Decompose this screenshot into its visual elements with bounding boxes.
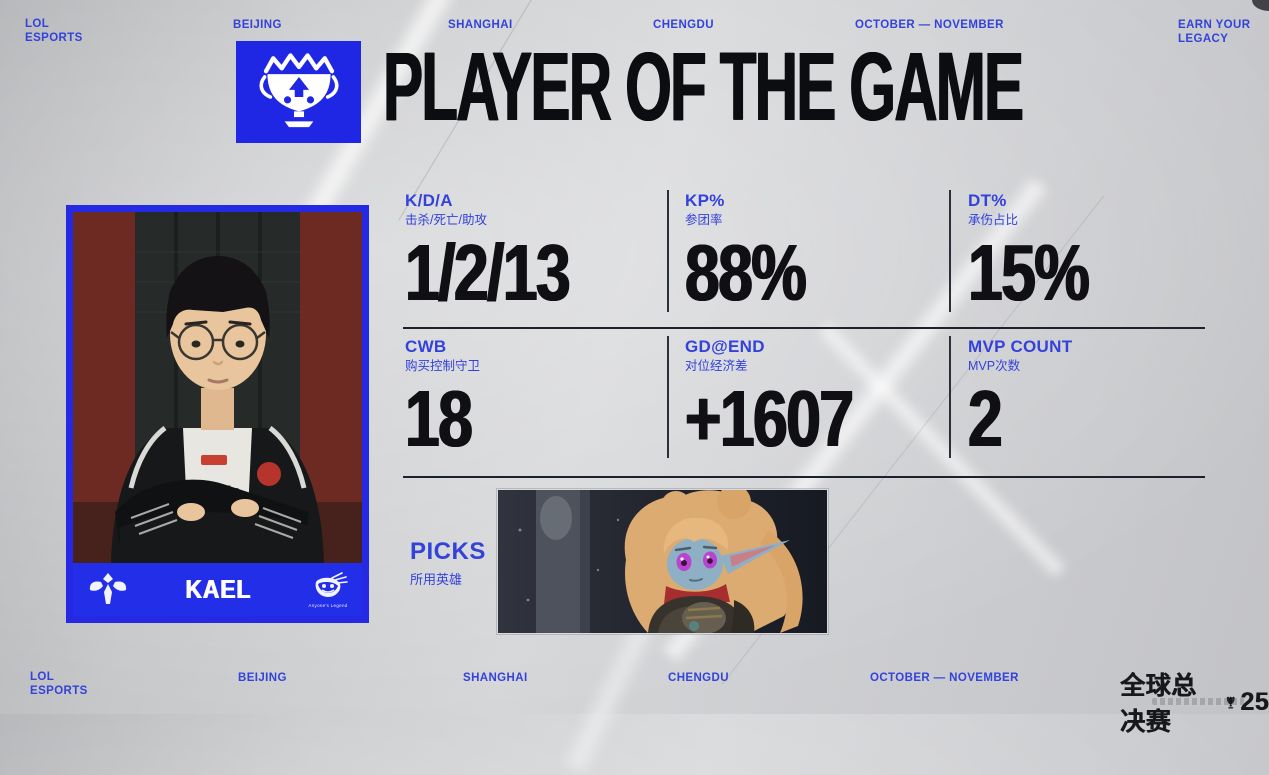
stat-divider-vertical <box>667 190 669 312</box>
rail-city-shanghai-bottom: SHANGHAI <box>463 672 528 684</box>
stat-kp: KP% 参团率 88% <box>685 191 839 317</box>
stat-value: 88% <box>685 227 807 317</box>
player-name-plate: KAEL Anyone's Legend <box>73 563 362 616</box>
stat-sublabel: 参团率 <box>685 212 723 227</box>
rail-city-shanghai-top: SHANGHAI <box>448 19 513 31</box>
stat-divider-horizontal <box>403 327 1205 329</box>
support-role-icon <box>89 572 127 604</box>
stat-label: K/D/A <box>405 191 453 210</box>
picks-sublabel: 所用英雄 <box>410 572 463 587</box>
brand-line2: ESPORTS <box>30 685 88 698</box>
stat-cwb: CWB 购买控制守卫 18 <box>405 337 490 463</box>
brand-line1: LOL <box>30 671 55 683</box>
stat-sublabel: 承伤占比 <box>968 212 1019 227</box>
stat-value: 2 <box>968 373 1003 463</box>
picks-label: PICKS <box>410 538 486 565</box>
player-photo: one's legend <box>73 212 362 563</box>
rail-city-chengdu-bottom: CHENGDU <box>668 672 729 684</box>
rail-tagline: EARN YOUR LEGACY <box>1178 18 1250 47</box>
stat-label: KP% <box>685 191 725 210</box>
stat-label: DT% <box>968 191 1007 210</box>
brand-line2: ESPORTS <box>25 32 83 45</box>
stat-gdend: GD@END 对位经济差 +1607 <box>685 337 900 463</box>
rail-dates-bottom: OCTOBER — NOVEMBER <box>870 672 1019 684</box>
stat-sublabel: 购买控制守卫 <box>405 358 481 373</box>
lol-esports-wordmark-bottom: LOL ESPORTS <box>30 670 88 699</box>
rail-dates-top: OCTOBER — NOVEMBER <box>855 19 1004 31</box>
player-card: one's legend <box>66 205 369 623</box>
rail-city-beijing-top: BEIJING <box>233 19 282 31</box>
picks-block: PICKS 所用英雄 <box>410 538 486 588</box>
stats-grid: K/D/A 击杀/死亡/助攻 1/2/13 KP% 参团率 88% DT% 承伤… <box>403 188 1205 488</box>
stat-sublabel: MVP次数 <box>968 358 1021 373</box>
event-logo-year: 25 <box>1240 687 1269 716</box>
stat-value: 1/2/13 <box>405 227 571 317</box>
rail-city-chengdu-top: CHENGDU <box>653 19 714 31</box>
rail-city-beijing-bottom: BEIJING <box>238 672 287 684</box>
brand-line1: LOL <box>25 18 50 30</box>
stat-value: 18 <box>405 373 473 463</box>
stat-sublabel: 对位经济差 <box>685 358 748 373</box>
stat-divider-horizontal <box>403 476 1205 478</box>
stat-divider-vertical <box>949 336 951 458</box>
player-portrait-art: one's legend <box>73 212 362 563</box>
anyones-legend-team-logo-icon <box>315 571 348 597</box>
stat-divider-vertical <box>667 336 669 458</box>
page-title: PLAYER OF THE GAME <box>383 32 1024 141</box>
stat-mvp-count: MVP COUNT MVP次数 2 <box>968 337 1073 463</box>
lol-esports-wordmark-top: LOL ESPORTS <box>25 17 83 46</box>
stat-sublabel: 击杀/死亡/助攻 <box>405 212 487 227</box>
poppy-splash-illustration <box>498 490 827 633</box>
stream-watermark <box>1152 698 1244 705</box>
worlds-trophy-logo <box>236 41 361 143</box>
tagline-line2: LEGACY <box>1178 33 1229 46</box>
corner-mark <box>1252 0 1269 11</box>
stat-value: +1607 <box>685 373 854 463</box>
stat-value: 15% <box>968 227 1090 317</box>
poppy-splash-art <box>497 489 828 634</box>
trophy-icon <box>1226 695 1235 709</box>
stat-kda: K/D/A 击杀/死亡/助攻 1/2/13 <box>405 191 615 317</box>
stat-divider-vertical <box>949 190 951 312</box>
team-badge: Anyone's Legend <box>308 571 348 608</box>
stat-dt: DT% 承伤占比 15% <box>968 191 1122 317</box>
stat-label: MVP COUNT <box>968 337 1073 356</box>
player-name: KAEL <box>185 574 252 604</box>
summoners-cup-icon <box>258 53 339 128</box>
stat-label: GD@END <box>685 337 765 356</box>
tagline-line1: EARN YOUR <box>1178 19 1251 31</box>
team-name: Anyone's Legend <box>308 602 348 608</box>
stat-label: CWB <box>405 337 447 356</box>
